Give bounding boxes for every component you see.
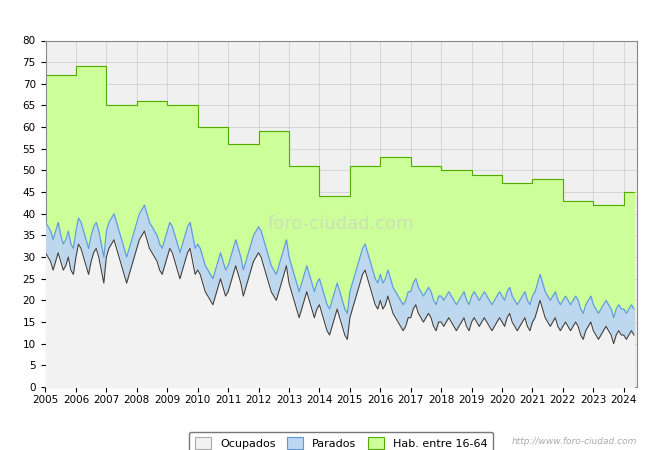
Legend: Ocupados, Parados, Hab. entre 16-64: Ocupados, Parados, Hab. entre 16-64 (189, 432, 493, 450)
Text: Vega de Santa María  -  Evolucion de la poblacion en edad de Trabajar Mayo de 20: Vega de Santa María - Evolucion de la po… (45, 14, 605, 27)
Text: foro-ciudad.com: foro-ciudad.com (268, 215, 415, 233)
Text: http://www.foro-ciudad.com: http://www.foro-ciudad.com (512, 436, 637, 446)
